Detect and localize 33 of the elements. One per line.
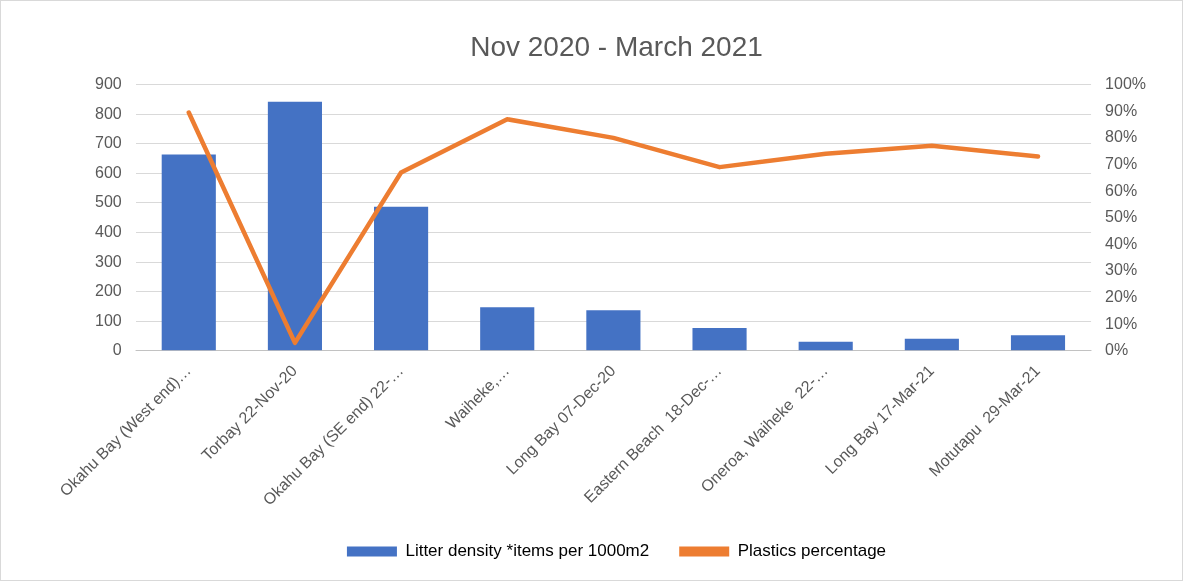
y-tick-label: 0: [112, 341, 122, 359]
y2-tick-label: 10%: [1105, 314, 1138, 332]
y2-tick-label: 50%: [1105, 208, 1138, 226]
y2-tick-label: 40%: [1105, 234, 1138, 252]
bar: [586, 310, 641, 351]
bar: [267, 101, 322, 351]
bar: [161, 154, 216, 351]
bar: [1010, 335, 1066, 351]
y-tick-label: 200: [94, 282, 122, 300]
y2-tick-label: 100%: [1105, 75, 1146, 93]
y2-tick-label: 70%: [1105, 154, 1138, 172]
y-tick-label: 300: [94, 252, 122, 270]
y-tick-label: 800: [94, 104, 122, 122]
y-tick-label: 700: [94, 134, 122, 152]
y-tick-label: 400: [94, 222, 122, 240]
y2-tick-label: 80%: [1105, 128, 1138, 146]
y2-tick-label: 20%: [1105, 288, 1138, 306]
legend-label: Litter density *items per 1000m2: [405, 541, 650, 561]
chart-title: Nov 2020 - March 2021: [470, 30, 763, 62]
legend-label: Plastics percentage: [737, 541, 887, 561]
y-tick-label: 600: [94, 163, 122, 181]
y2-tick-label: 60%: [1105, 181, 1138, 199]
bar: [904, 338, 959, 351]
y2-tick-label: 0%: [1105, 341, 1129, 359]
y-tick-label: 100: [94, 311, 122, 329]
y2-tick-label: 30%: [1105, 261, 1138, 279]
bar: [374, 206, 429, 351]
y2-tick-label: 90%: [1105, 101, 1138, 119]
bar: [798, 341, 853, 351]
bar: [692, 328, 747, 351]
y-tick-label: 900: [94, 75, 122, 93]
y-tick-label: 500: [94, 193, 122, 211]
bar: [480, 307, 535, 351]
